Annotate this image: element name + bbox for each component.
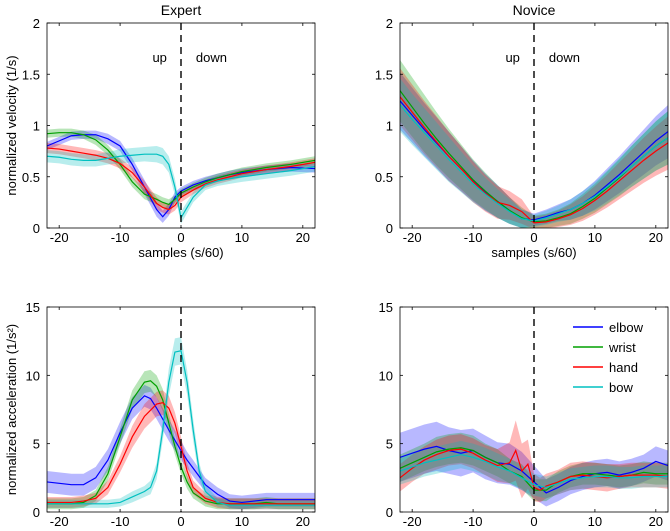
wrist-line (47, 380, 315, 505)
bow-band (47, 146, 315, 224)
y-tick-label: 0.5 (22, 170, 40, 185)
expert-velocity-panel: -20 -10 0 10 20 0 0.5 1 1.5 2 Expert samples (s/60)… (4, 2, 316, 260)
y-tick-label: 0 (33, 505, 40, 520)
legend-label-wrist: wrist (608, 340, 636, 355)
x-tick-label: 10 (235, 514, 249, 529)
annotation-down: down (196, 50, 227, 65)
y-tick-label: 5 (33, 437, 40, 452)
x-tick-label: 10 (588, 514, 602, 529)
expert-acceleration-panel: -20 -10 0 10 20 0 5 10 15 normalized acceleration… (4, 300, 316, 529)
hand-line (47, 402, 315, 505)
x-tick-label: -20 (403, 230, 422, 245)
x-tick-label: 0 (530, 514, 537, 529)
legend-label-bow: bow (609, 380, 633, 395)
x-tick-label: -10 (464, 514, 483, 529)
legend: elbow wrist hand bow (573, 320, 644, 395)
y-tick-label: 15 (379, 300, 393, 315)
y-tick-label: 0 (386, 505, 393, 520)
x-tick-label: -10 (111, 230, 130, 245)
x-axis-label: samples (s/60) (138, 245, 223, 260)
annotation-down: down (549, 50, 580, 65)
wrist-band (400, 432, 668, 502)
y-tick-label: 10 (379, 368, 393, 383)
y-tick-label: 1 (33, 119, 40, 134)
x-tick-label: -10 (111, 514, 130, 529)
hand-band (400, 420, 668, 503)
bow-line (47, 350, 315, 506)
x-tick-label: -20 (403, 514, 422, 529)
y-tick-label: 10 (26, 368, 40, 383)
x-tick-label: 10 (588, 230, 602, 245)
y-tick-label: 15 (26, 300, 40, 315)
chart-title: Novice (513, 2, 556, 18)
y-tick-label: 2 (386, 16, 393, 31)
y-tick-label: 1 (386, 119, 393, 134)
legend-label-hand: hand (609, 360, 638, 375)
y-tick-label: 1.5 (375, 67, 393, 82)
x-tick-label: 0 (177, 514, 184, 529)
hand-line (400, 96, 668, 224)
novice-acceleration-panel: -20 -10 0 10 20 0 5 10 15 elbow wrist hand bow (379, 300, 669, 529)
x-tick-label: 0 (177, 230, 184, 245)
legend-label-elbow: elbow (609, 320, 644, 335)
wrist-band (400, 59, 668, 228)
x-tick-label: 0 (530, 230, 537, 245)
plot-area (400, 420, 668, 507)
x-tick-label: -10 (464, 230, 483, 245)
novice-velocity-panel: -20 -10 0 10 20 0 0.5 1 1.5 2 Novice samples (s/60)… (375, 2, 669, 260)
x-tick-label: -20 (50, 514, 69, 529)
plot-area (47, 337, 315, 510)
wrist-line (47, 132, 315, 206)
annotation-up: up (505, 50, 519, 65)
hand-band (400, 68, 668, 228)
chart-title: Expert (161, 2, 202, 18)
plot-area (400, 59, 668, 228)
y-tick-label: 0.5 (375, 170, 393, 185)
y-tick-label: 0 (386, 221, 393, 236)
y-tick-label: 2 (33, 16, 40, 31)
elbow-band (400, 72, 668, 228)
elbow-line (47, 395, 315, 504)
x-tick-label: 10 (235, 230, 249, 245)
y-tick-label: 0 (33, 221, 40, 236)
bow-line (47, 153, 315, 220)
hand-line (400, 448, 668, 491)
x-tick-label: 20 (296, 514, 310, 529)
y-axis-label: normalized acceleration (1/s²) (4, 324, 19, 495)
x-axis-label: samples (s/60) (491, 245, 576, 260)
y-tick-label: 1.5 (22, 67, 40, 82)
x-tick-label: -20 (50, 230, 69, 245)
x-tick-label: 20 (296, 230, 310, 245)
y-tick-label: 5 (386, 437, 393, 452)
x-tick-label: 20 (649, 230, 663, 245)
annotation-up: up (152, 50, 166, 65)
x-tick-label: 20 (649, 514, 663, 529)
hand-line (47, 147, 315, 211)
bow-line (400, 453, 668, 489)
bow-band (400, 440, 668, 499)
y-axis-label: normalized velocity (1/s) (4, 55, 19, 195)
elbow-band (400, 421, 668, 507)
